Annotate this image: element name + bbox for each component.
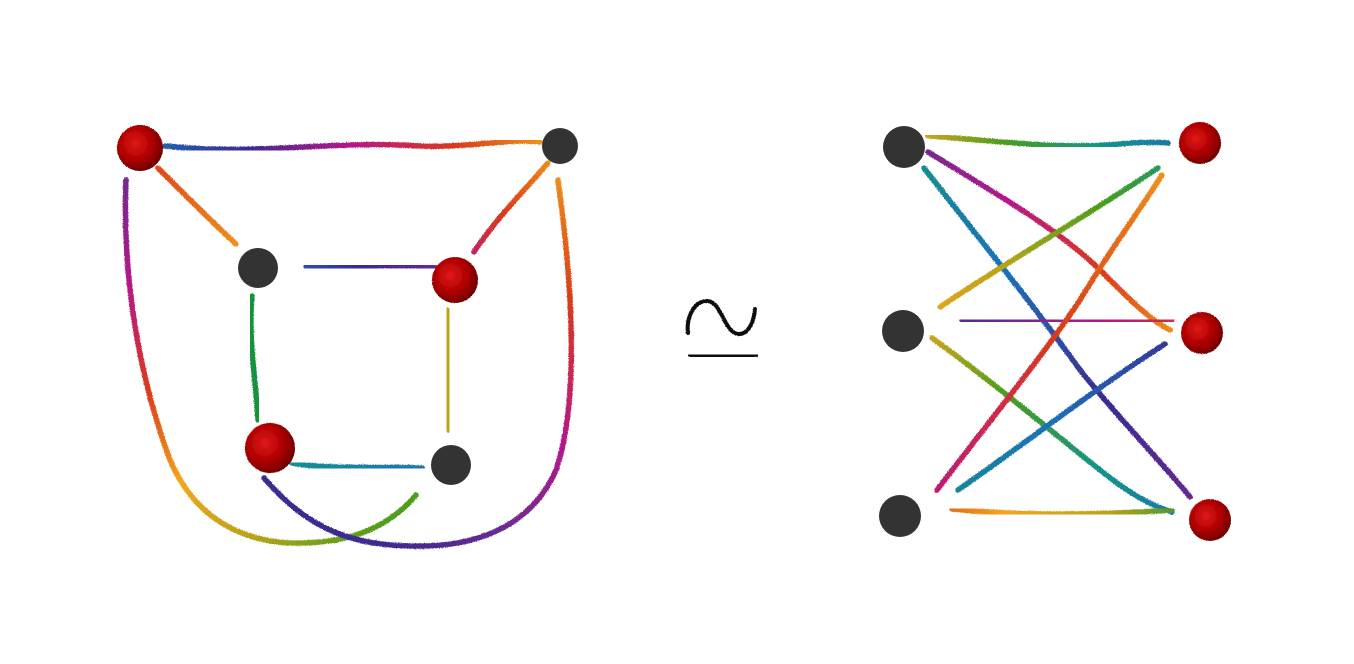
edge-l3-l5: [248, 293, 261, 423]
edge-a1-b1: [925, 133, 1171, 149]
red-vertex-l5: [245, 423, 295, 473]
edge-a3-b1: [934, 172, 1165, 493]
red-vertex-l4: [432, 257, 478, 303]
edge-stroke: [937, 165, 1161, 310]
edge-l4-l6: [444, 307, 452, 433]
edge-stroke: [955, 341, 1168, 493]
edge-l1-l6: [122, 177, 419, 546]
dark-vertex-l6: [431, 445, 471, 485]
edge-stroke: [289, 460, 425, 471]
edge-stroke: [471, 160, 551, 255]
edge-stroke: [162, 138, 543, 153]
equals-bar-stroke: [688, 353, 758, 359]
edge-l5-l6: [289, 460, 425, 471]
isomorphism-symbol: ≃: [685, 299, 758, 363]
edge-stroke: [155, 165, 239, 247]
red-vertex-b1: [1179, 122, 1221, 164]
edge-a2-b1: [937, 165, 1161, 310]
edge-stroke: [934, 172, 1165, 493]
edge-stroke: [929, 335, 1175, 515]
left-graph: [117, 125, 578, 549]
dark-vertex-a2: [882, 310, 924, 352]
edge-stroke: [925, 149, 1173, 333]
edge-stroke: [261, 177, 575, 549]
edge-a3-b2: [955, 341, 1168, 493]
edge-a1-b2: [925, 149, 1173, 333]
edge-l1-l2: [162, 138, 543, 153]
red-vertex-l1: [117, 125, 163, 171]
right-graph: [879, 122, 1231, 541]
edge-l5-l2: [261, 177, 575, 549]
left-graph-vertices: [117, 125, 578, 485]
edge-stroke: [925, 133, 1171, 149]
edge-a2-b3: [929, 335, 1175, 515]
edge-stroke: [248, 293, 261, 423]
edge-l2-l4: [471, 160, 551, 255]
edge-stroke: [444, 307, 452, 433]
edge-a1-b3: [921, 165, 1193, 500]
dark-vertex-a3: [879, 495, 921, 537]
left-graph-edges: [122, 138, 575, 549]
dark-vertex-l2: [542, 128, 578, 164]
right-graph-vertices: [879, 122, 1231, 541]
red-vertex-b3: [1189, 499, 1231, 541]
isomorphism-symbol-text: ≃: [719, 361, 720, 363]
edge-stroke: [959, 317, 1175, 325]
edge-a3-b3: [949, 506, 1175, 517]
tilde-stroke: [685, 299, 757, 336]
edge-stroke: [949, 506, 1175, 517]
edge-stroke: [921, 165, 1193, 500]
edge-l3-l4: [303, 262, 439, 271]
edge-l1-l3: [155, 165, 239, 247]
red-vertex-b2: [1181, 312, 1223, 354]
edge-stroke: [303, 262, 439, 271]
edge-stroke: [122, 177, 419, 546]
dark-vertex-l3: [238, 248, 278, 288]
edge-a2-b2: [959, 317, 1175, 325]
dark-vertex-a1: [883, 126, 925, 168]
right-graph-edges: [921, 133, 1193, 517]
